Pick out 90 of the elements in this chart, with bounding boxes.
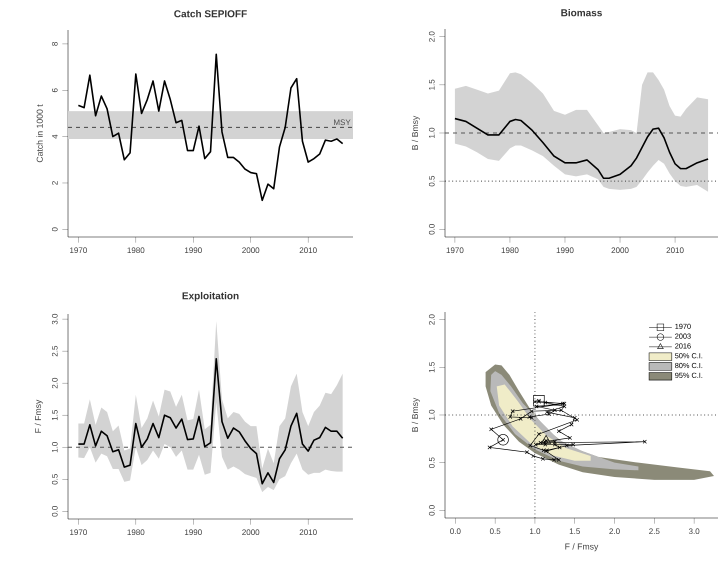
- point: [559, 408, 564, 412]
- point: [544, 410, 549, 414]
- point: [642, 440, 647, 444]
- y-tick-label: 2: [52, 181, 58, 185]
- point: [552, 442, 557, 447]
- point: [530, 409, 534, 414]
- point: [562, 404, 566, 408]
- point: [510, 409, 515, 414]
- y-tick-label: 0: [52, 227, 58, 232]
- y-tick-label: 0.5: [52, 474, 58, 485]
- y-tick-label: 1.5: [52, 410, 58, 420]
- chart-title: Biomass: [561, 8, 602, 16]
- y-axis-title: B / Bmsy: [412, 398, 420, 432]
- x-tick-label: 0.5: [490, 528, 500, 534]
- point: [571, 442, 576, 447]
- y-tick-label: 1.0: [52, 442, 58, 452]
- y-tick-label: 1.0: [428, 128, 435, 138]
- y-axis-title: Catch in 1000 t: [36, 104, 43, 162]
- point: [543, 400, 548, 405]
- x-tick-label: 1990: [184, 247, 202, 254]
- point: [558, 445, 562, 450]
- point: [530, 416, 534, 420]
- x-tick-label: 1970: [446, 247, 464, 254]
- point: [552, 440, 557, 444]
- point: [572, 416, 577, 420]
- x-tick-label: 1970: [70, 529, 87, 536]
- x-tick-label: 2010: [666, 247, 684, 254]
- y-axis-title: B / Bmsy: [412, 116, 420, 150]
- point: [547, 412, 552, 416]
- point: [532, 400, 537, 404]
- point: [568, 436, 572, 440]
- y-tick-label: 2.5: [52, 346, 58, 356]
- x-axis-title: F / Fmsy: [565, 543, 598, 552]
- x-tick-label: 1.5: [570, 528, 580, 534]
- point: [497, 434, 509, 446]
- y-tick-label: 0.5: [428, 176, 435, 186]
- x-tick-label: 1980: [128, 247, 144, 254]
- x-tick-label: 1980: [128, 529, 144, 536]
- point: [488, 445, 492, 450]
- y-tick-label: 2.0: [428, 314, 435, 325]
- y-axis-title: F / Fmsy: [34, 400, 43, 433]
- x-tick-label: 1970: [70, 247, 87, 254]
- chart-title: Exploitation: [182, 292, 238, 302]
- point: [518, 416, 523, 421]
- y-tick-label: 0.0: [52, 506, 58, 517]
- line-series: [78, 358, 344, 485]
- point: [531, 454, 536, 458]
- point: [508, 414, 512, 419]
- ref-line-label: MSY: [334, 119, 351, 126]
- y-tick-label: 1.5: [429, 80, 435, 90]
- y-tick-label: 6: [52, 88, 58, 92]
- x-tick-label: 2.0: [609, 528, 620, 534]
- x-tick-label: 2010: [300, 247, 317, 254]
- y-tick-label: 3.0: [52, 314, 58, 324]
- point: [560, 402, 565, 406]
- point: [562, 402, 566, 406]
- y-tick-label: 8: [52, 42, 58, 46]
- x-tick-label: 2.5: [649, 528, 660, 534]
- y-tick-label: 0.0: [428, 505, 435, 516]
- x-tick-label: 2000: [242, 529, 260, 536]
- x-tick-label: 2000: [242, 247, 260, 254]
- x-tick-label: 2010: [300, 529, 317, 536]
- point: [489, 427, 494, 432]
- point: [541, 435, 552, 444]
- point: [575, 418, 580, 422]
- x-tick-label: 1990: [184, 529, 202, 536]
- x-tick-label: 3.0: [688, 528, 700, 534]
- y-tick-label: 0.5: [428, 457, 435, 468]
- point: [542, 448, 546, 452]
- x-tick-label: 1990: [556, 247, 574, 254]
- point: [533, 395, 545, 406]
- x-tick-label: 1.0: [530, 528, 540, 534]
- y-tick-label: 2.0: [428, 31, 435, 42]
- y-tick-label: 4: [52, 134, 58, 139]
- point: [564, 443, 569, 448]
- y-tick-label: 0.0: [428, 224, 435, 235]
- point: [570, 422, 574, 427]
- x-tick-label: 2000: [612, 247, 629, 254]
- point: [524, 450, 530, 454]
- x-tick-label: 1980: [502, 247, 519, 254]
- point: [556, 429, 561, 434]
- point: [536, 432, 541, 436]
- x-tick-label: 0.0: [450, 528, 461, 534]
- y-tick-label: 1.5: [429, 362, 435, 372]
- y-tick-label: 2.0: [52, 378, 58, 388]
- chart-title: Catch SEPIOFF: [174, 10, 247, 18]
- point: [552, 408, 557, 412]
- point: [540, 456, 545, 461]
- y-tick-label: 1.0: [428, 410, 435, 420]
- point: [527, 414, 532, 419]
